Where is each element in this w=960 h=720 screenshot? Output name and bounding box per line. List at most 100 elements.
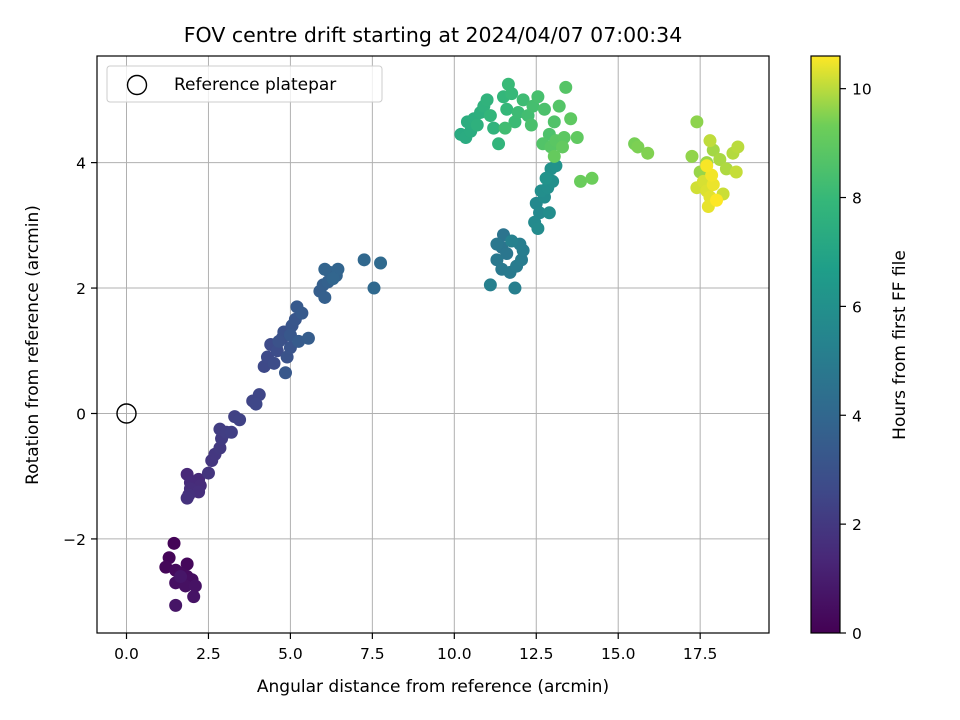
scatter-point: [547, 149, 561, 163]
scatter-point: [201, 466, 215, 480]
scatter-series: [159, 77, 745, 612]
scatter-point: [516, 93, 530, 107]
scatter-point: [570, 131, 584, 145]
chart-title: FOV centre drift starting at 2024/04/07 …: [184, 23, 683, 47]
scatter-point: [710, 193, 724, 207]
scatter-point: [470, 118, 484, 132]
scatter-point: [490, 237, 504, 251]
scatter-point: [480, 93, 494, 107]
scatter-point: [539, 171, 553, 185]
scatter-point: [641, 146, 655, 160]
colorbar-tick-label: 0: [852, 625, 862, 643]
scatter-point: [180, 491, 194, 505]
scatter-point: [585, 171, 599, 185]
colorbar-frame: [810, 55, 841, 634]
colorbar-tick-label: 8: [852, 190, 862, 208]
scatter-point: [500, 102, 514, 116]
y-tick-label: 4: [76, 155, 86, 173]
scatter-point: [505, 234, 519, 248]
scatter-point: [169, 598, 183, 612]
scatter-point: [292, 334, 306, 348]
y-axis-ticks: −2 0 2 4: [63, 155, 97, 549]
scatter-point: [483, 109, 497, 123]
legend-marker-reference: [126, 74, 148, 96]
colorbar-label: Hours from first FF file: [890, 250, 910, 440]
scatter-point: [690, 115, 704, 129]
scatter-point: [367, 281, 381, 295]
scatter-point: [187, 590, 201, 604]
x-tick-label: 0.0: [114, 645, 139, 663]
x-tick-label: 7.5: [360, 645, 385, 663]
scatter-point: [555, 140, 569, 154]
scatter-point: [224, 425, 238, 439]
scatter-point: [531, 90, 545, 104]
scatter-point: [524, 118, 538, 132]
scatter-point: [357, 253, 371, 267]
scatter-point: [318, 262, 332, 276]
reference-marker-group: [116, 403, 137, 424]
scatter-point: [731, 140, 745, 154]
colorbar-tick-label: 4: [852, 407, 862, 425]
colorbar-tick-label: 6: [852, 298, 862, 316]
plot-frame: [96, 55, 770, 634]
scatter-point: [631, 140, 645, 154]
scatter-point: [542, 206, 556, 220]
x-tick-label: 10.0: [437, 645, 472, 663]
scatter-point: [501, 77, 515, 91]
y-tick-label: 2: [76, 280, 86, 298]
colorbar: [811, 56, 840, 633]
legend: Reference platepar: [106, 65, 383, 103]
colorbar-tick-label: 2: [852, 516, 862, 534]
x-tick-label: 2.5: [196, 645, 221, 663]
scatter-point: [685, 149, 699, 163]
scatter-point: [295, 306, 309, 320]
scatter-point: [729, 165, 743, 179]
scatter-point: [267, 356, 281, 370]
scatter-point: [167, 536, 181, 550]
x-axis-label: Angular distance from reference (arcmin): [257, 677, 609, 697]
scatter-point: [278, 366, 292, 380]
scatter-point: [547, 115, 561, 129]
scatter-point: [511, 105, 525, 119]
scatter-point: [498, 121, 512, 135]
scatter-point: [180, 557, 194, 571]
scatter-point: [318, 290, 332, 304]
y-tick-label: 0: [76, 405, 86, 423]
x-tick-label: 15.0: [601, 645, 636, 663]
scatter-point: [483, 278, 497, 292]
scatter-point: [531, 221, 545, 235]
colorbar-tick-label: 10: [852, 81, 872, 99]
scatter-point: [159, 560, 173, 574]
x-tick-label: 5.0: [278, 645, 303, 663]
grid-lines: [97, 56, 769, 633]
scatter-point: [272, 334, 286, 348]
scatter-point: [492, 137, 506, 151]
y-tick-label: −2: [63, 531, 86, 549]
scatter-point: [500, 247, 514, 261]
colorbar-ticks: 0 2 4 6 8 10: [840, 81, 872, 643]
scatter-point: [192, 485, 206, 499]
scatter-point: [700, 159, 714, 173]
scatter-point: [703, 134, 717, 148]
scatter-point: [559, 80, 573, 94]
x-axis-ticks: 0.0 2.5 5.0 7.5 10.0 12.5 15.0 17.5: [114, 633, 717, 663]
scatter-point: [574, 174, 588, 188]
scatter-point: [719, 162, 733, 176]
scatter-point: [174, 570, 188, 584]
legend-box: [106, 65, 383, 103]
scatter-point: [233, 413, 247, 427]
scatter-point: [537, 102, 551, 116]
scatter-point: [374, 256, 388, 270]
scatter-point: [552, 99, 566, 113]
reference-platepar-marker: [116, 403, 137, 424]
legend-label-reference: Reference platepar: [174, 75, 336, 95]
scatter-point: [249, 397, 263, 411]
scatter-point: [508, 281, 522, 295]
scatter-point: [188, 579, 202, 593]
scatter-point: [326, 272, 340, 286]
scatter-point: [487, 121, 501, 135]
scatter-point: [564, 112, 578, 126]
x-tick-label: 12.5: [519, 645, 554, 663]
y-axis-label: Rotation from reference (arcmin): [23, 205, 43, 485]
x-tick-label: 17.5: [683, 645, 718, 663]
